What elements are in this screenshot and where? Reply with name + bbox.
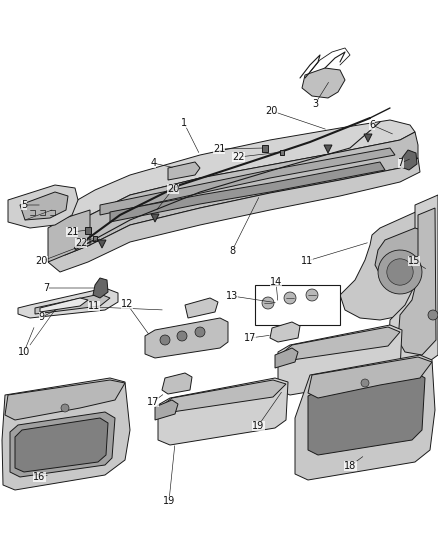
Circle shape bbox=[284, 292, 296, 304]
Polygon shape bbox=[158, 378, 288, 445]
Polygon shape bbox=[378, 250, 422, 294]
Text: 5: 5 bbox=[21, 200, 27, 210]
Polygon shape bbox=[388, 195, 438, 368]
Polygon shape bbox=[15, 418, 108, 472]
Text: 17: 17 bbox=[244, 334, 256, 343]
Polygon shape bbox=[40, 298, 88, 312]
Text: 22: 22 bbox=[233, 152, 245, 162]
Polygon shape bbox=[280, 327, 400, 360]
Text: 7: 7 bbox=[43, 283, 49, 293]
Polygon shape bbox=[162, 373, 192, 394]
Text: 19: 19 bbox=[162, 496, 175, 506]
Text: 21: 21 bbox=[213, 144, 225, 154]
Polygon shape bbox=[18, 288, 118, 318]
Text: 20: 20 bbox=[35, 256, 48, 266]
Text: 11: 11 bbox=[88, 302, 100, 311]
Polygon shape bbox=[85, 227, 91, 234]
Polygon shape bbox=[398, 208, 436, 355]
Circle shape bbox=[262, 297, 274, 309]
Polygon shape bbox=[270, 322, 300, 342]
Polygon shape bbox=[375, 228, 430, 278]
Bar bbox=[255, 285, 340, 325]
Text: 12: 12 bbox=[121, 299, 133, 309]
Polygon shape bbox=[168, 162, 200, 180]
Polygon shape bbox=[308, 372, 425, 455]
Polygon shape bbox=[151, 214, 159, 222]
Polygon shape bbox=[160, 380, 286, 412]
Text: 11: 11 bbox=[300, 256, 313, 266]
Polygon shape bbox=[100, 148, 395, 215]
Polygon shape bbox=[5, 380, 125, 420]
Polygon shape bbox=[340, 210, 438, 320]
Polygon shape bbox=[275, 348, 298, 368]
Polygon shape bbox=[185, 298, 218, 318]
Polygon shape bbox=[387, 259, 413, 285]
Polygon shape bbox=[8, 185, 78, 228]
Circle shape bbox=[361, 379, 369, 387]
Polygon shape bbox=[35, 294, 110, 314]
Polygon shape bbox=[302, 68, 345, 98]
Text: 6: 6 bbox=[369, 120, 375, 130]
Text: 20: 20 bbox=[167, 184, 179, 194]
Text: 21: 21 bbox=[66, 227, 78, 237]
Text: 20: 20 bbox=[265, 106, 278, 116]
Circle shape bbox=[177, 331, 187, 341]
Text: 1: 1 bbox=[181, 118, 187, 127]
Polygon shape bbox=[93, 236, 97, 241]
Text: 18: 18 bbox=[344, 462, 357, 471]
Polygon shape bbox=[295, 355, 435, 480]
Polygon shape bbox=[145, 318, 228, 358]
Polygon shape bbox=[98, 240, 106, 248]
Text: 3: 3 bbox=[312, 99, 318, 109]
Polygon shape bbox=[48, 210, 90, 262]
Polygon shape bbox=[93, 278, 108, 298]
Polygon shape bbox=[155, 400, 178, 420]
Polygon shape bbox=[401, 150, 417, 170]
Polygon shape bbox=[20, 192, 68, 220]
Polygon shape bbox=[308, 357, 432, 398]
Polygon shape bbox=[2, 378, 130, 490]
Polygon shape bbox=[55, 132, 418, 255]
Text: 13: 13 bbox=[226, 291, 238, 301]
Text: 10: 10 bbox=[18, 347, 30, 357]
Circle shape bbox=[428, 310, 438, 320]
Polygon shape bbox=[280, 150, 284, 155]
Polygon shape bbox=[364, 134, 372, 142]
Text: 17: 17 bbox=[147, 398, 159, 407]
Text: 7: 7 bbox=[398, 158, 404, 167]
Circle shape bbox=[306, 289, 318, 301]
Circle shape bbox=[61, 404, 69, 412]
Polygon shape bbox=[110, 162, 385, 222]
Polygon shape bbox=[324, 145, 332, 153]
Text: 9: 9 bbox=[39, 312, 45, 322]
Text: 14: 14 bbox=[270, 278, 282, 287]
Circle shape bbox=[195, 327, 205, 337]
Polygon shape bbox=[262, 145, 268, 152]
Circle shape bbox=[160, 335, 170, 345]
Text: 4: 4 bbox=[150, 158, 156, 167]
Text: 22: 22 bbox=[75, 238, 87, 247]
Text: 16: 16 bbox=[33, 472, 46, 482]
Text: 15: 15 bbox=[408, 256, 420, 266]
Polygon shape bbox=[48, 158, 420, 272]
Polygon shape bbox=[60, 120, 415, 225]
Text: 8: 8 bbox=[229, 246, 235, 255]
Polygon shape bbox=[10, 412, 115, 477]
Polygon shape bbox=[278, 325, 402, 395]
Text: 19: 19 bbox=[252, 422, 265, 431]
